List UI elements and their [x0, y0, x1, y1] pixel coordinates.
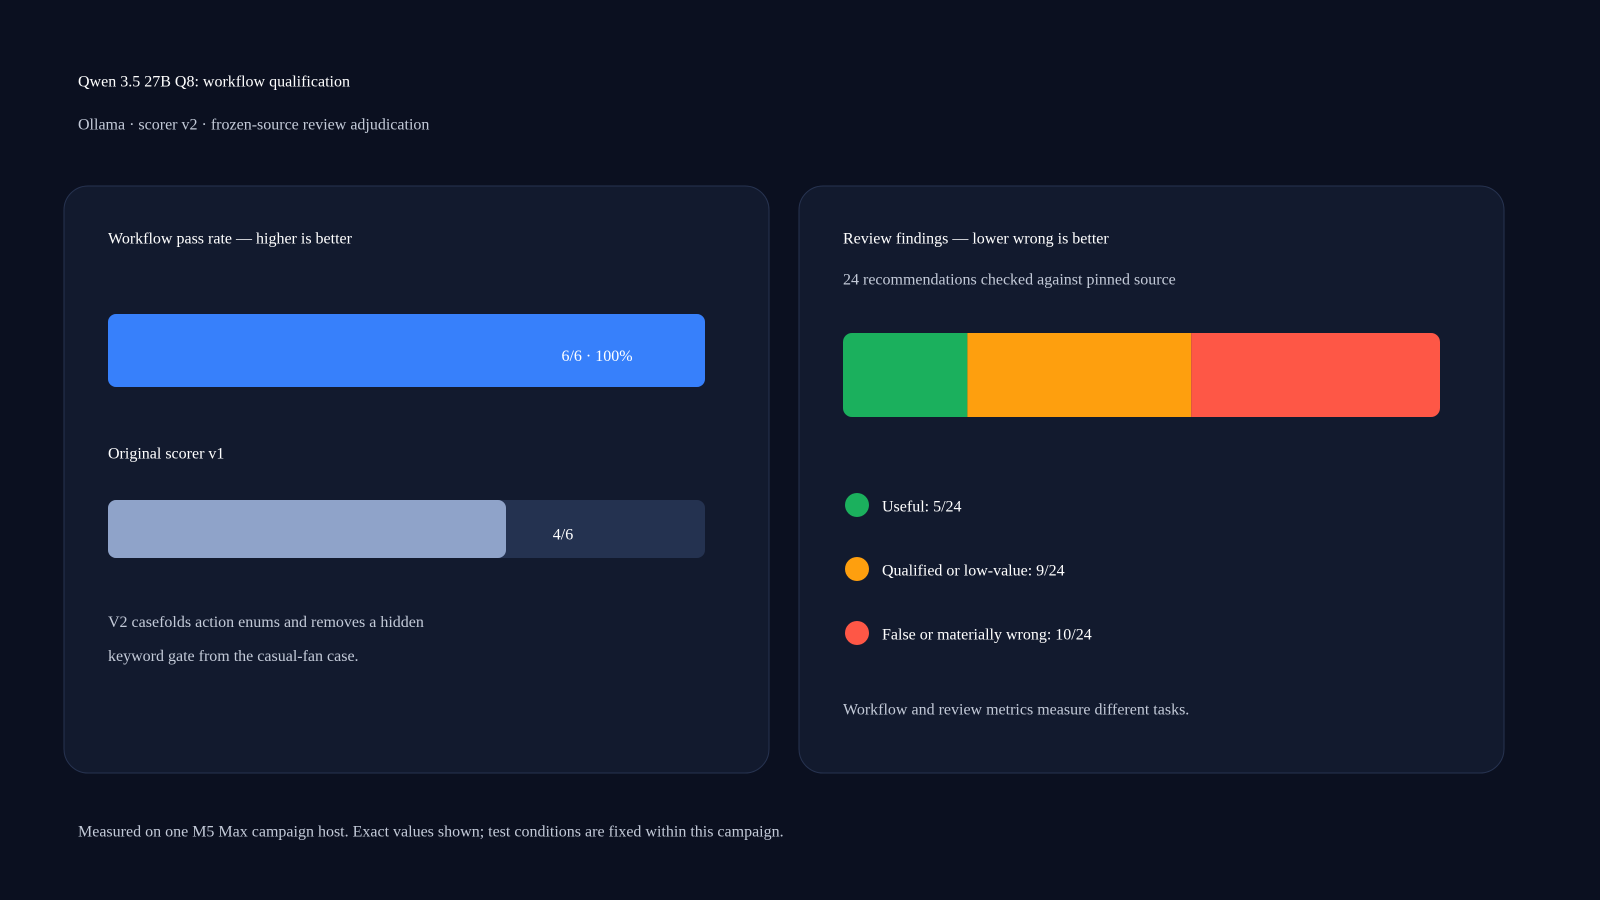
note: V2 casefolds action enums and removes a … — [108, 614, 424, 665]
chart-subtitle: 24 recommendations checked against pinne… — [843, 272, 1176, 289]
legend-label: Qualified or low-value: 9/24 — [882, 563, 1065, 580]
legend-swatch — [845, 621, 869, 645]
panel — [798, 185, 1505, 774]
note-box: V2 casefolds action enums and removes a … — [108, 614, 424, 665]
bar-segment — [1191, 333, 1440, 417]
page-subtitle: Ollama · scorer v2 · frozen-source revie… — [78, 117, 429, 134]
stacked-bar — [843, 333, 1440, 417]
note: Workflow and review metrics measure diff… — [843, 702, 1189, 719]
value-label: 6/6 · 100% — [561, 348, 632, 365]
bar-segment — [967, 333, 1192, 417]
value-label: 4/6 — [553, 527, 573, 544]
legend-label: Useful: 5/24 — [882, 499, 962, 516]
legend-swatch — [845, 557, 869, 581]
chart-title: Review findings — lower wrong is better — [843, 231, 1109, 248]
legend-label: False or materially wrong: 10/24 — [882, 627, 1092, 644]
chart-title: Workflow pass rate — higher is better — [108, 231, 353, 248]
bar — [108, 314, 705, 387]
page-title: Qwen 3.5 27B Q8: workflow qualification — [78, 74, 350, 91]
bar-segment — [843, 333, 968, 417]
bar — [108, 500, 506, 558]
legend-swatch — [845, 493, 869, 517]
bar-label: Original scorer v1 — [108, 446, 224, 463]
footer: Measured on one M5 Max campaign host. Ex… — [78, 824, 784, 841]
